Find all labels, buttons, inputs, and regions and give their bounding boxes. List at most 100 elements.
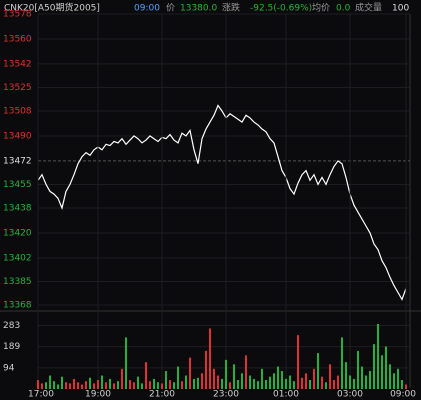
- x-tick-label: 09:00: [390, 390, 416, 400]
- volume-bar: [269, 376, 271, 389]
- volume-bar: [61, 376, 63, 389]
- avg: 0.0: [336, 4, 351, 14]
- volume-bar: [381, 355, 383, 389]
- volume-bar: [209, 328, 211, 389]
- volume-bar: [261, 368, 263, 389]
- volume-bar: [205, 350, 207, 389]
- volume-bar: [401, 380, 403, 389]
- volume-bar: [369, 371, 371, 389]
- volume-bar: [245, 355, 247, 389]
- y-tick-label: 13402: [3, 253, 32, 263]
- price-line: [37, 104, 407, 301]
- volume-bar: [317, 353, 319, 389]
- volume-bar: [225, 359, 227, 389]
- volume-bar: [309, 380, 311, 389]
- volume-bar: [97, 380, 99, 389]
- y-tick-label: 13385: [3, 277, 32, 287]
- price: 13380.0: [180, 4, 217, 14]
- volume-bar: [265, 380, 267, 389]
- volume-bar: [129, 380, 131, 389]
- volume-bar: [89, 377, 91, 389]
- volume-bar: [201, 373, 203, 389]
- y-tick-label: 94: [3, 363, 15, 373]
- y-tick-label: 13472: [3, 156, 32, 166]
- volume-bar: [285, 378, 287, 389]
- volume-bar: [153, 378, 155, 389]
- volume-bar: [237, 380, 239, 389]
- volume-bar: [45, 382, 47, 389]
- volume-bar: [65, 382, 67, 389]
- volume-bar: [393, 373, 395, 389]
- x-tick-label: 01:00: [273, 390, 299, 400]
- volume-bar: [81, 384, 83, 389]
- y-tick-label: 13455: [3, 180, 32, 190]
- volume-bar: [305, 373, 307, 389]
- volume-bar: [365, 375, 367, 389]
- volume-bar: [117, 381, 119, 389]
- volume-bar: [377, 323, 379, 389]
- volume-bar: [321, 376, 323, 389]
- volume-bar: [337, 375, 339, 389]
- volume-bar: [301, 377, 303, 389]
- volume-bar: [141, 383, 143, 389]
- volume-bar: [37, 380, 39, 389]
- change: -92.5(-0.69%): [250, 4, 312, 14]
- volume-bar: [101, 375, 103, 389]
- x-tick-label: 21:00: [149, 390, 175, 400]
- volume-bar: [121, 368, 123, 389]
- x-tick-label: 23:00: [213, 390, 239, 400]
- volume-bar: [109, 378, 111, 389]
- volume-bar: [297, 335, 299, 389]
- volume-bar: [397, 368, 399, 389]
- volume-bar: [77, 382, 79, 389]
- volume-label: 成交量: [355, 2, 382, 14]
- volume-bar: [273, 373, 275, 389]
- price-label: 价: [166, 3, 175, 14]
- volume-bar: [213, 368, 215, 389]
- volume-bar: [313, 368, 315, 389]
- volume-bar: [193, 378, 195, 389]
- volume-bar: [125, 337, 127, 389]
- volume-bar: [293, 381, 295, 389]
- volume-bar: [257, 381, 259, 389]
- volume-bar: [197, 377, 199, 389]
- volume-bar: [253, 378, 255, 389]
- volume-bar: [165, 371, 167, 389]
- volume-bar: [73, 378, 75, 389]
- y-tick-label: 13420: [3, 228, 32, 238]
- y-tick-label: 13542: [3, 59, 32, 69]
- volume-bar: [357, 350, 359, 389]
- volume-bar: [281, 371, 283, 389]
- volume-bar: [149, 381, 151, 389]
- y-tick-label: 283: [3, 321, 20, 331]
- volume-bar: [217, 375, 219, 389]
- symbol: CNK20[A50期货2005]: [4, 2, 100, 14]
- volume-bar: [137, 376, 139, 389]
- x-tick-label: 03:00: [337, 390, 363, 400]
- volume-bar: [325, 382, 327, 389]
- volume-bar: [405, 384, 407, 389]
- header-time: 09:00: [134, 4, 160, 14]
- volume-bar: [161, 383, 163, 389]
- x-tick-label: 19:00: [85, 390, 111, 400]
- volume-bar: [105, 382, 107, 389]
- volume-bar: [173, 382, 175, 389]
- volume-bar: [229, 382, 231, 389]
- volume-bar: [93, 383, 95, 389]
- volume-bar: [385, 346, 387, 389]
- volume-bar: [145, 362, 147, 389]
- y-tick-label: 13438: [3, 204, 32, 214]
- volume-bar: [177, 366, 179, 389]
- volume-bar: [189, 357, 191, 389]
- y-tick-label: 13490: [3, 131, 32, 141]
- volume-bar: [181, 381, 183, 389]
- y-tick-label: 13368: [3, 301, 32, 311]
- volume-bar: [233, 364, 235, 389]
- volume-bar: [113, 383, 115, 389]
- volume-bar: [345, 362, 347, 389]
- volume-bar: [241, 373, 243, 389]
- avg-label: 均价: [312, 2, 330, 14]
- volume-bar: [333, 380, 335, 389]
